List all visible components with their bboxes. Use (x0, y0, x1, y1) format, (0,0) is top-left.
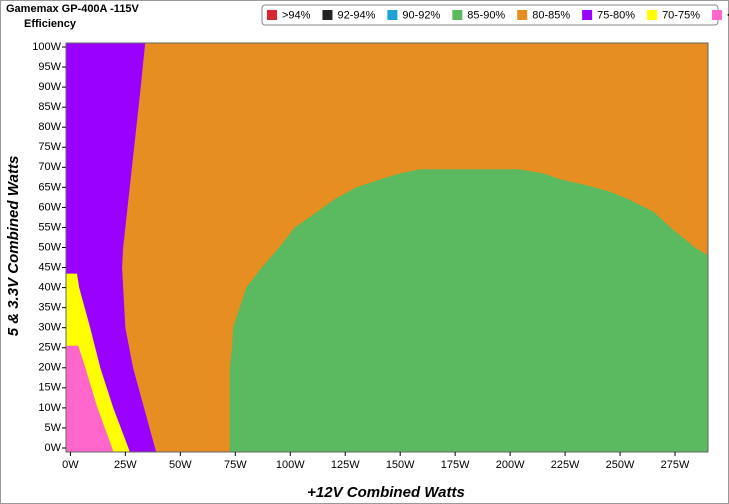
y-tick-label: 75W (38, 141, 61, 153)
legend-swatch (582, 10, 593, 20)
efficiency-region (66, 345, 114, 452)
y-tick-label: 20W (38, 362, 61, 374)
legend-swatch (517, 10, 528, 20)
legend-swatch (711, 10, 722, 20)
y-tick-label: 5W (45, 422, 62, 434)
legend-label: 92-94% (337, 9, 375, 21)
legend-label: 80-85% (532, 9, 570, 21)
x-tick-label: 125W (331, 459, 360, 471)
y-tick-label: 100W (32, 41, 61, 53)
plot-area (66, 43, 708, 452)
legend-swatch (647, 10, 658, 20)
y-tick-label: 90W (38, 81, 61, 93)
y-tick-label: 30W (38, 322, 61, 334)
x-tick-label: 75W (224, 459, 247, 471)
y-tick-label: 40W (38, 282, 61, 294)
y-tick-label: 55W (38, 221, 61, 233)
y-tick-label: 80W (38, 121, 61, 133)
legend-swatch (387, 10, 398, 20)
y-tick-label: 70W (38, 161, 61, 173)
y-axis-label: 5 & 3.3V Combined Watts (5, 156, 22, 337)
legend-label: 70-75% (662, 9, 700, 21)
x-tick-label: 225W (551, 459, 580, 471)
chart-title: Gamemax GP-400A -115V (6, 3, 140, 15)
x-tick-label: 0W (62, 459, 79, 471)
x-tick-label: 250W (606, 459, 635, 471)
y-tick-label: 0W (45, 442, 62, 454)
legend-swatch (267, 10, 277, 20)
x-tick-label: 275W (661, 459, 690, 471)
efficiency-region (229, 169, 708, 452)
x-tick-label: 100W (276, 459, 305, 471)
legend-label: 75-80% (597, 9, 635, 21)
y-tick-label: 15W (38, 382, 61, 394)
x-tick-label: 175W (441, 459, 470, 471)
y-tick-label: 45W (38, 261, 61, 273)
y-tick-label: 95W (38, 61, 61, 73)
x-tick-label: 150W (386, 459, 415, 471)
y-tick-label: 65W (38, 181, 61, 193)
y-tick-label: 25W (38, 342, 61, 354)
legend-swatch (322, 10, 333, 20)
y-tick-label: 10W (38, 402, 61, 414)
x-tick-label: 50W (169, 459, 192, 471)
y-tick-label: 35W (38, 302, 61, 314)
legend-label: 90-92% (402, 9, 440, 21)
y-tick-label: 50W (38, 241, 61, 253)
legend-label: 85-90% (467, 9, 505, 21)
legend-label: >94% (282, 9, 311, 21)
legend-label: <70% (727, 9, 729, 21)
y-tick-label: 85W (38, 101, 61, 113)
x-tick-label: 25W (114, 459, 137, 471)
y-tick-label: 60W (38, 201, 61, 213)
x-tick-label: 200W (496, 459, 525, 471)
legend-swatch (452, 10, 463, 20)
chart-subtitle: Efficiency (24, 18, 77, 30)
x-axis-label: +12V Combined Watts (307, 484, 465, 501)
